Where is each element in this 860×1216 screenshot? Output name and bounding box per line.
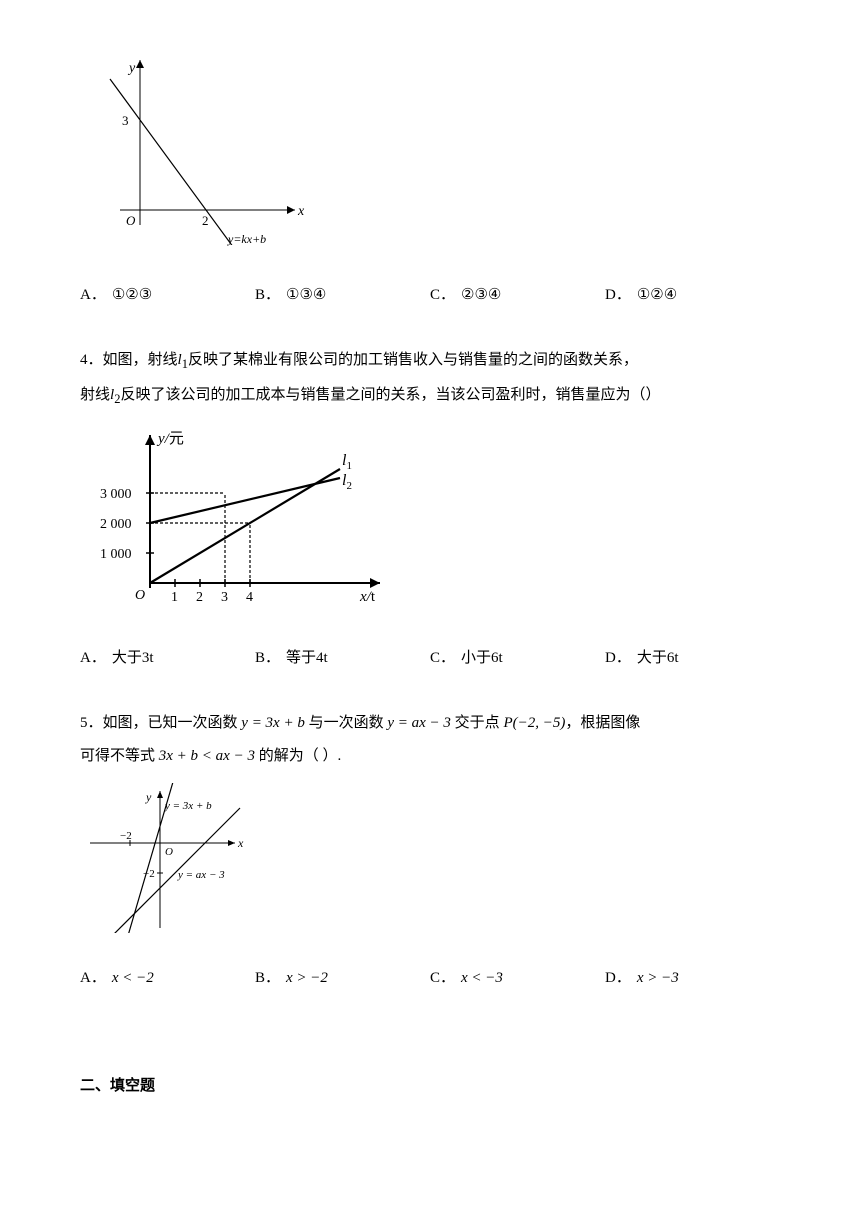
chart-q5: y x O −2 −2 y = 3x + b y = ax − 3 <box>80 783 260 933</box>
question-5: 5．如图，已知一次函数 y = 3x + b 与一次函数 y = ax − 3 … <box>80 707 780 773</box>
xtick-1: 1 <box>171 590 178 605</box>
x-intercept-label: 2 <box>202 213 209 228</box>
q5-line2-prefix: 可得不等式 <box>80 748 155 764</box>
y-axis-label-2: y/元 <box>156 431 184 447</box>
q4-options: A．大于3t B．等于4t C．小于6t D．大于6t <box>80 644 780 673</box>
q5-option-a: A．x < −2 <box>80 964 255 993</box>
ytick-1000: 1 000 <box>100 547 132 562</box>
origin-label: O <box>126 213 136 228</box>
q4-option-d-text: 大于6t <box>637 650 679 666</box>
q4-option-b-text: 等于4t <box>286 650 328 666</box>
option-c: C．②③④ <box>430 281 605 310</box>
q5-line2-rest: 的解为（ ）. <box>259 748 342 764</box>
q5-mid2: 交于点 <box>455 715 500 731</box>
q4-prefix: 如图，射线 <box>103 352 178 368</box>
origin-3: O <box>165 846 173 858</box>
q5-mid1: 与一次函数 <box>309 715 384 731</box>
xtick-4: 4 <box>246 590 253 605</box>
q4-option-a: A．大于3t <box>80 644 255 673</box>
line2-eq: y = ax − 3 <box>177 869 225 881</box>
q4-option-a-text: 大于3t <box>112 650 154 666</box>
figure-q4: y/元 x/t O 1 000 2 000 3 000 1 2 3 4 l1 l… <box>80 423 780 624</box>
q4-line2-rest: 反映了该公司的加工成本与销售量之间的关系，当该公司盈利时，销售量应为（） <box>120 387 660 403</box>
q5-option-d-text: x > −3 <box>637 970 679 986</box>
option-a: A．①②③ <box>80 281 255 310</box>
line-equation: y=kx+b <box>227 232 266 246</box>
ytick-2000: 2 000 <box>100 517 132 532</box>
option-c-text: ②③④ <box>461 287 501 303</box>
line1-eq: y = 3x + b <box>164 800 212 812</box>
q5-option-b-text: x > −2 <box>286 970 328 986</box>
xtick-2: 2 <box>196 590 203 605</box>
q5-mid3: ，根据图像 <box>565 715 640 731</box>
q5-option-a-text: x < −2 <box>112 970 154 986</box>
q5-eq2: y = ax − 3 <box>387 715 451 731</box>
xtick-3: 3 <box>221 590 228 605</box>
q5-point: P(−2, −5) <box>503 715 565 731</box>
y-axis-label: y <box>127 61 136 76</box>
l2-label: l2 <box>342 472 352 492</box>
q5-option-b: B．x > −2 <box>255 964 430 993</box>
x-axis-label-3: x <box>237 836 244 850</box>
q5-option-c-text: x < −3 <box>461 970 503 986</box>
l1-label: l1 <box>342 452 352 472</box>
question-4: 4．如图，射线l1反映了某棉业有限公司的加工销售收入与销售量的之间的函数关系， … <box>80 344 780 413</box>
x-axis-label-2: x/t <box>359 589 376 605</box>
q4-option-d: D．大于6t <box>605 644 780 673</box>
option-d-text: ①②④ <box>637 287 677 303</box>
ytick-3000: 3 000 <box>100 487 132 502</box>
option-b: B．①③④ <box>255 281 430 310</box>
origin-2: O <box>135 588 145 603</box>
option-b-text: ①③④ <box>286 287 326 303</box>
q4-option-c-text: 小于6t <box>461 650 503 666</box>
q3-options: A．①②③ B．①③④ C．②③④ D．①②④ <box>80 281 780 310</box>
q4-option-c: C．小于6t <box>430 644 605 673</box>
figure-q5: y x O −2 −2 y = 3x + b y = ax − 3 <box>80 783 780 944</box>
chart-q4: y/元 x/t O 1 000 2 000 3 000 1 2 3 4 l1 l… <box>80 423 400 613</box>
q4-option-b: B．等于4t <box>255 644 430 673</box>
figure-q3: y x O 3 2 y=kx+b <box>80 50 780 261</box>
q5-prefix: 如图，已知一次函数 <box>103 715 238 731</box>
section-2-heading: 二、填空题 <box>80 1072 780 1101</box>
q4-mid1: 反映了某棉业有限公司的加工销售收入与销售量的之间的函数关系， <box>188 352 638 368</box>
y-axis-label-3: y <box>145 790 152 804</box>
q5-number: 5 <box>80 715 88 731</box>
q4-line2-prefix: 射线 <box>80 387 110 403</box>
x-axis-label: x <box>297 204 305 219</box>
option-d: D．①②④ <box>605 281 780 310</box>
option-a-text: ①②③ <box>112 287 152 303</box>
y-intercept-label: 3 <box>122 113 129 128</box>
q5-option-d: D．x > −3 <box>605 964 780 993</box>
q5-option-c: C．x < −3 <box>430 964 605 993</box>
q5-ineq: 3x + b < ax − 3 <box>159 748 255 764</box>
chart-q3: y x O 3 2 y=kx+b <box>80 50 310 250</box>
q5-eq1: y = 3x + b <box>241 715 305 731</box>
q5-options: A．x < −2 B．x > −2 C．x < −3 D．x > −3 <box>80 964 780 993</box>
q4-number: 4 <box>80 352 88 368</box>
